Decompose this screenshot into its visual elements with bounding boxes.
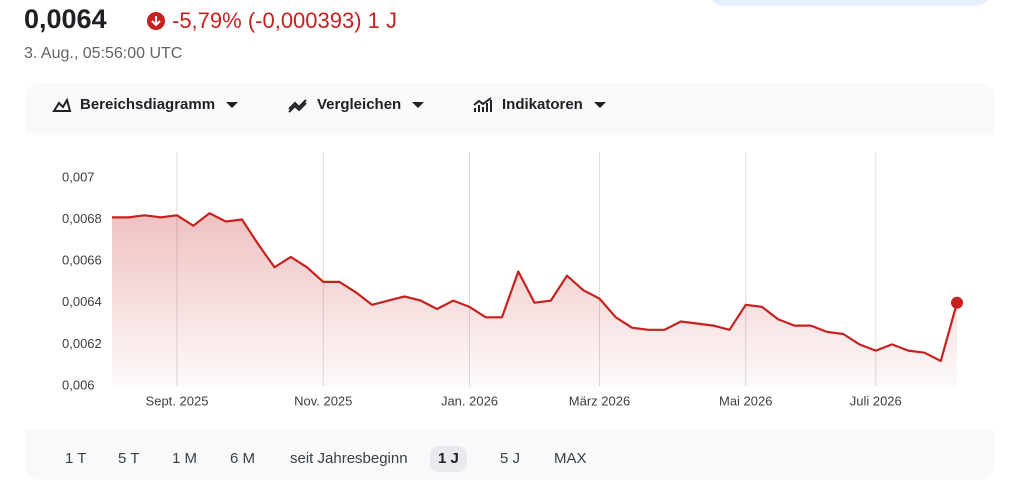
label: Indikatoren <box>502 96 583 113</box>
range-button[interactable]: 1 J <box>430 446 467 472</box>
range-button[interactable]: 6 M <box>230 450 256 467</box>
area <box>112 213 957 388</box>
range-button[interactable]: 5 T <box>118 450 140 467</box>
change: -5,79% (-0,000393) 1 J <box>146 8 397 34</box>
y-tick-label: 0,006 <box>62 377 95 392</box>
y-tick-label: 0,007 <box>62 169 95 184</box>
x-tick-label: Sept. 2025 <box>146 393 209 408</box>
end-point <box>951 296 963 309</box>
x-tick-label: Juli 2026 <box>850 393 902 408</box>
change-text: -5,79% (-0,000393) 1 J <box>172 8 398 33</box>
x-tick-label: Nov. 2025 <box>294 393 352 408</box>
indicators-button[interactable]: Indikatoren <box>472 96 609 113</box>
price: 0,0064 <box>24 4 107 34</box>
y-tick-label: 0,0068 <box>62 211 102 226</box>
range-button[interactable]: MAX <box>554 450 587 467</box>
range-button[interactable]: seit Jahresbeginn <box>290 450 408 467</box>
y-tick-label: 0,0066 <box>62 253 102 268</box>
range-button[interactable]: 1 M <box>172 450 198 467</box>
range-button[interactable]: 1 T <box>65 450 87 467</box>
x-tick-label: März 2026 <box>569 393 630 408</box>
range-button[interactable]: 5 J <box>500 450 521 467</box>
label: Vergleichen <box>317 96 402 113</box>
down-icon <box>147 12 165 30</box>
timestamp: 3. Aug., 05:56:00 UTC <box>24 45 183 62</box>
line <box>112 212 959 363</box>
y-tick-label: 0,0062 <box>62 336 102 351</box>
chart-type-button[interactable]: Bereichsdiagramm <box>52 96 241 113</box>
y-tick-label: 0,0064 <box>62 294 102 309</box>
x-tick-label: Mai 2026 <box>719 393 772 408</box>
x-tick-label: Jan. 2026 <box>441 393 498 408</box>
compare-button[interactable]: Vergleichen <box>287 96 427 113</box>
label: Bereichsdiagramm <box>80 96 216 113</box>
search-bar[interactable] <box>710 0 990 6</box>
